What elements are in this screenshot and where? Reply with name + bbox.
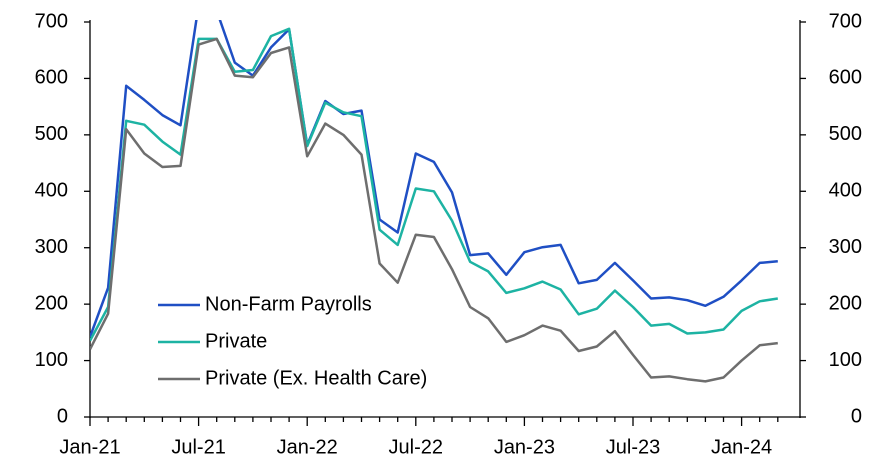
y-tick-label: 700 <box>35 10 68 32</box>
y-tick-label: 600 <box>35 67 68 89</box>
series-line <box>90 37 778 383</box>
y-tick-label: 300 <box>35 236 68 258</box>
plot-area <box>90 20 778 383</box>
x-tick-label: Jan-23 <box>494 436 555 458</box>
x-tick-label: Jan-22 <box>277 436 338 458</box>
y2-tick-label: 0 <box>851 405 862 427</box>
y2-tick-label: 600 <box>829 67 862 89</box>
y-tick-label: 200 <box>35 292 68 314</box>
y-tick-label: 400 <box>35 180 68 202</box>
series-line <box>90 20 778 338</box>
x-tick-label: Jul-21 <box>171 436 225 458</box>
x-tick-label: Jan-24 <box>711 436 772 458</box>
series-line <box>90 27 778 342</box>
y-tick-label: 0 <box>57 405 68 427</box>
y2-tick-label: 300 <box>829 236 862 258</box>
legend-label: Private <box>205 330 267 352</box>
y2-tick-label: 500 <box>829 123 862 145</box>
legend-label: Private (Ex. Health Care) <box>205 367 427 389</box>
y2-tick-label: 100 <box>829 349 862 371</box>
y2-tick-label: 200 <box>829 292 862 314</box>
y-tick-label: 500 <box>35 123 68 145</box>
x-tick-label: Jul-22 <box>389 436 443 458</box>
y-tick-label: 100 <box>35 349 68 371</box>
x-tick-label: Jan-21 <box>59 436 120 458</box>
x-tick-label: Jul-23 <box>606 436 660 458</box>
legend-label: Non-Farm Payrolls <box>205 293 372 315</box>
y2-tick-label: 400 <box>829 180 862 202</box>
y2-tick-label: 700 <box>829 10 862 32</box>
